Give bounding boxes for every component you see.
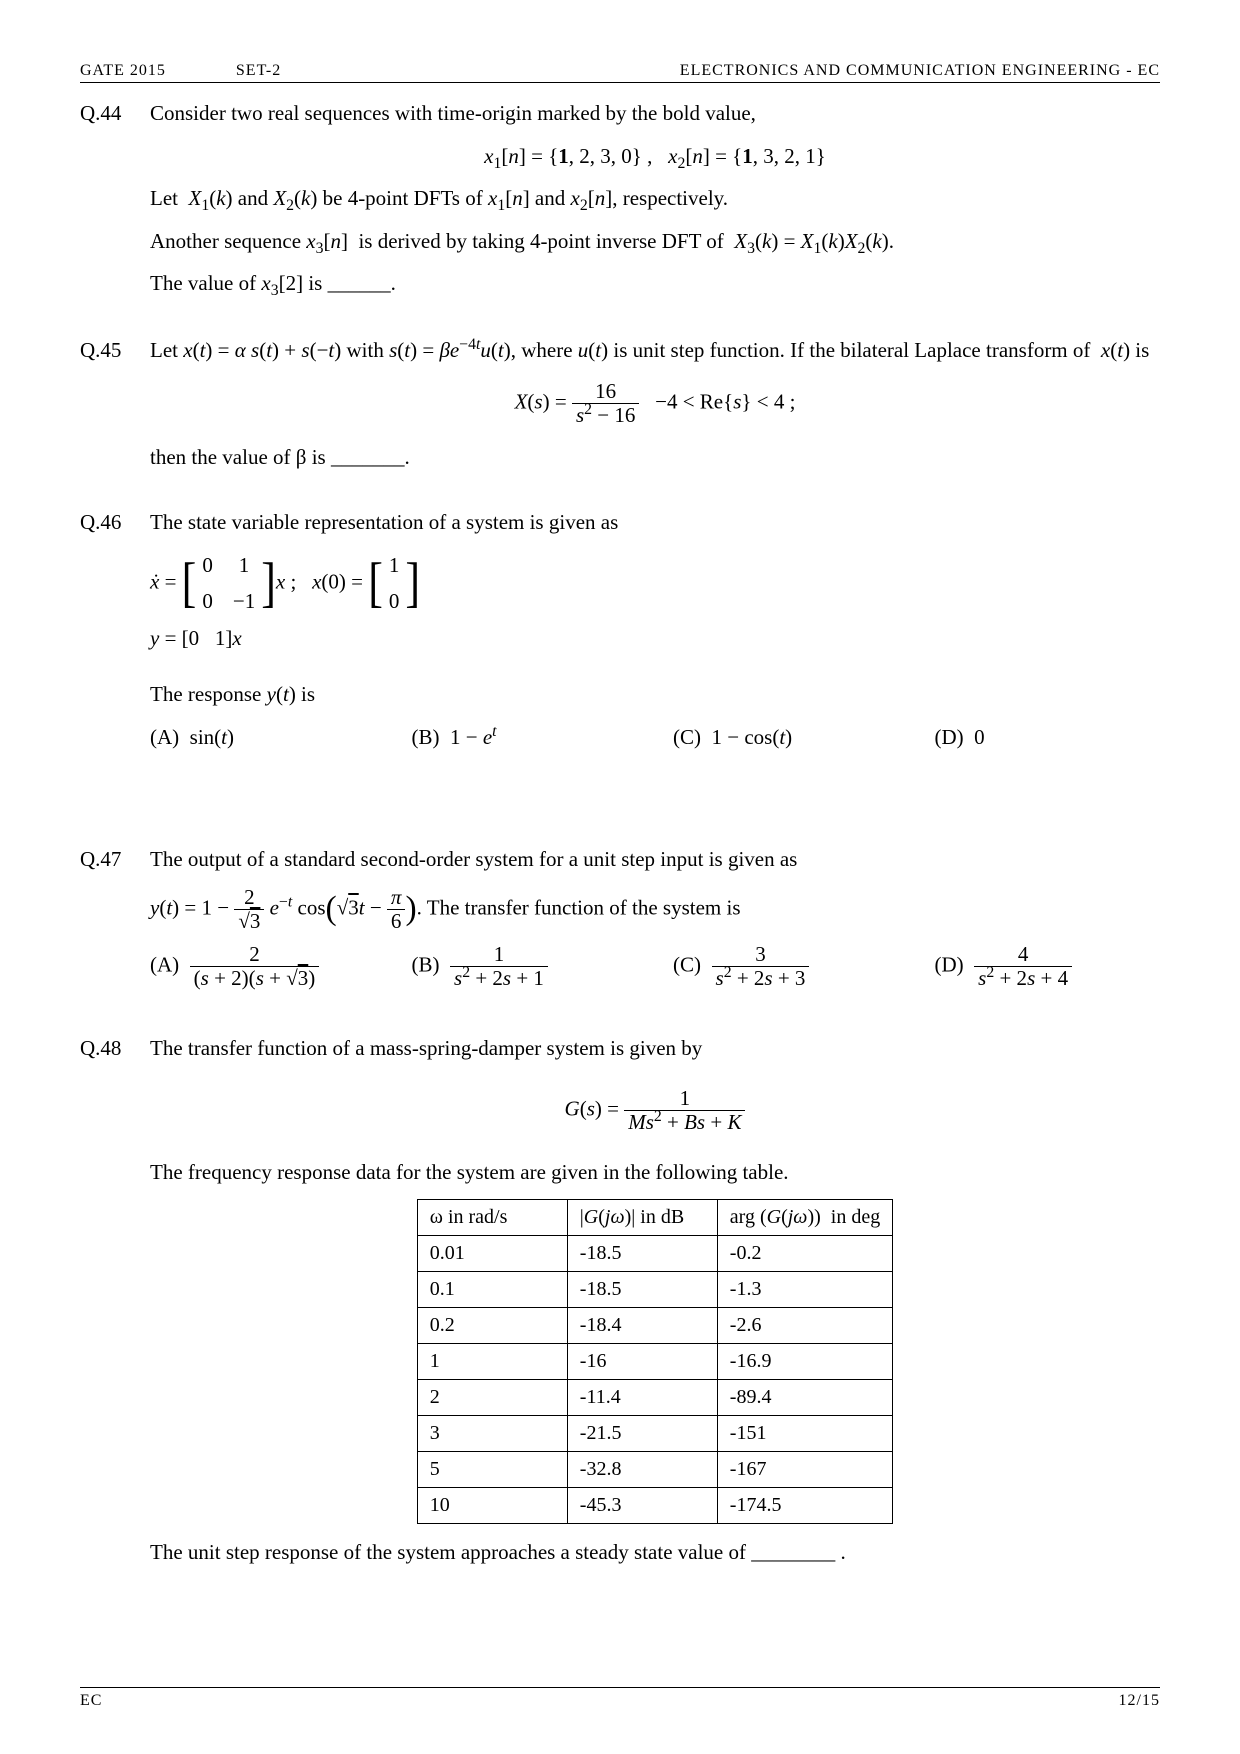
q47-eq: y(t) = 1 − 2√3 e−t cos(√3t − π6). The tr… [150, 886, 1160, 933]
q44-line1: Consider two real sequences with time-or… [150, 97, 1160, 130]
question-body: Let x(t) = α s(t) + s(−t) with s(t) = βe… [150, 334, 1160, 484]
question-body: The state variable representation of a s… [150, 506, 1160, 753]
q45-equation: X(s) = 16s2 − 16 −4 < Re{s} < 4 ; [150, 380, 1160, 427]
question-47: Q.47 The output of a standard second-ord… [80, 843, 1160, 990]
question-number: Q.45 [80, 334, 150, 484]
q44-line2: Let X1(k) and X2(k) be 4-point DFTs of x… [150, 182, 1160, 215]
table-header: arg (G(jω)) in deg [717, 1199, 892, 1235]
option-b: (B) 1s2 + 2s + 1 [412, 943, 638, 990]
option-d: (D) 4s2 + 2s + 4 [935, 943, 1161, 990]
q44-line3: Another sequence x3[n] is derived by tak… [150, 225, 1160, 258]
q44-line4: The value of x3[2] is ______. [150, 267, 1160, 300]
subject-label: ELECTRONICS AND COMMUNICATION ENGINEERIN… [680, 62, 1160, 80]
q46-line1: The state variable representation of a s… [150, 506, 1160, 539]
q48-equation: G(s) = 1Ms2 + Bs + K [150, 1087, 1160, 1134]
q48-line1: The transfer function of a mass-spring-d… [150, 1032, 1160, 1065]
table-header-row: ω in rad/s |G(jω)| in dB arg (G(jω)) in … [417, 1199, 892, 1235]
option-b: (B) 1 − et [412, 721, 638, 754]
q48-line2: The frequency response data for the syst… [150, 1156, 1160, 1189]
table-row: 0.01-18.5-0.2 [417, 1235, 892, 1271]
question-48: Q.48 The transfer function of a mass-spr… [80, 1032, 1160, 1578]
q45-eq-num: 16 [572, 380, 639, 404]
q45-line1: Let x(t) = α s(t) + s(−t) with s(t) = βe… [150, 334, 1160, 367]
option-c: (C) 3s2 + 2s + 3 [673, 943, 899, 990]
exam-label: GATE 2015 [80, 62, 166, 80]
q46-eq1: ẋ = [010−1]x ; x(0) = [10] [150, 549, 1160, 618]
page-footer: EC 12/15 [80, 1687, 1160, 1710]
question-number: Q.44 [80, 97, 150, 310]
footer-left: EC [80, 1692, 102, 1710]
q47-line1: The output of a standard second-order sy… [150, 843, 1160, 876]
option-a: (A) 2(s + 2)(s + √3) [150, 943, 376, 990]
question-body: Consider two real sequences with time-or… [150, 97, 1160, 310]
q46-options: (A) sin(t) (B) 1 − et (C) 1 − cos(t) (D)… [150, 721, 1160, 754]
q45-line2: then the value of β is _______. [150, 441, 1160, 474]
table-row: 0.1-18.5-1.3 [417, 1271, 892, 1307]
question-number: Q.47 [80, 843, 150, 990]
page-header: GATE 2015 SET-2 ELECTRONICS AND COMMUNIC… [80, 62, 1160, 83]
table-row: 0.2-18.4-2.6 [417, 1307, 892, 1343]
table-row: 2-11.4-89.4 [417, 1379, 892, 1415]
question-number: Q.48 [80, 1032, 150, 1578]
table-header: ω in rad/s [417, 1199, 567, 1235]
q48-line3: The unit step response of the system app… [150, 1536, 1160, 1569]
option-d: (D) 0 [935, 721, 1161, 754]
frequency-table: ω in rad/s |G(jω)| in dB arg (G(jω)) in … [417, 1199, 893, 1524]
question-body: The output of a standard second-order sy… [150, 843, 1160, 990]
q46-prompt: The response y(t) is [150, 678, 1160, 711]
question-44: Q.44 Consider two real sequences with ti… [80, 97, 1160, 310]
question-body: The transfer function of a mass-spring-d… [150, 1032, 1160, 1578]
option-c: (C) 1 − cos(t) [673, 721, 899, 754]
table-row: 1-16-16.9 [417, 1343, 892, 1379]
footer-right: 12/15 [1119, 1692, 1160, 1710]
q47-options: (A) 2(s + 2)(s + √3) (B) 1s2 + 2s + 1 (C… [150, 943, 1160, 990]
question-45: Q.45 Let x(t) = α s(t) + s(−t) with s(t)… [80, 334, 1160, 484]
option-a: (A) sin(t) [150, 721, 376, 754]
table-row: 5-32.8-167 [417, 1451, 892, 1487]
set-label: SET-2 [236, 62, 281, 80]
q46-eq2: y = [0 1]x [150, 622, 1160, 655]
table-row: 3-21.5-151 [417, 1415, 892, 1451]
q44-equation: x1[n] = {1, 2, 3, 0} , x2[n] = {1, 3, 2,… [150, 140, 1160, 173]
table-header: |G(jω)| in dB [567, 1199, 717, 1235]
question-46: Q.46 The state variable representation o… [80, 506, 1160, 753]
table-row: 10-45.3-174.5 [417, 1487, 892, 1523]
question-number: Q.46 [80, 506, 150, 753]
